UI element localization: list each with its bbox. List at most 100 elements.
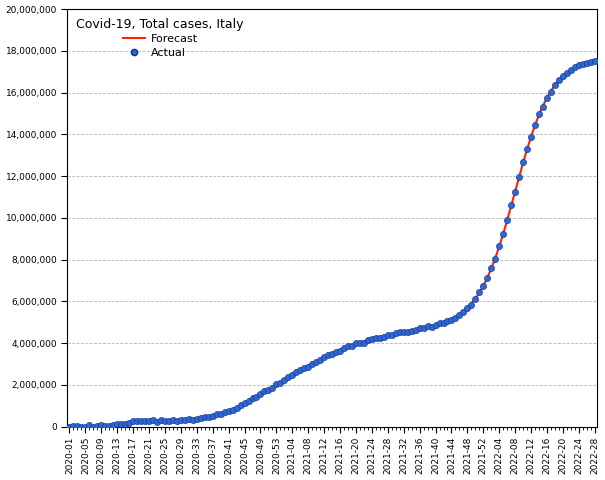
Point <box>586 58 595 66</box>
Point <box>236 401 246 409</box>
Point <box>264 386 273 394</box>
Point <box>280 376 289 384</box>
Point <box>439 319 448 327</box>
Point <box>510 188 520 195</box>
Point <box>164 417 174 425</box>
Point <box>479 282 488 290</box>
Point <box>582 59 592 67</box>
Point <box>299 364 309 372</box>
Point <box>77 423 87 431</box>
Point <box>96 421 106 429</box>
Point <box>160 418 170 425</box>
Point <box>180 416 190 424</box>
Point <box>494 242 504 250</box>
Point <box>200 413 209 420</box>
Point <box>227 406 237 414</box>
Point <box>343 343 353 350</box>
Point <box>423 323 433 330</box>
Point <box>499 230 508 238</box>
Point <box>287 371 297 379</box>
Point <box>156 417 166 424</box>
Point <box>116 420 126 428</box>
Point <box>434 320 444 327</box>
Point <box>244 397 253 405</box>
Point <box>323 351 333 359</box>
Point <box>88 423 98 431</box>
Point <box>367 336 377 343</box>
Point <box>196 414 206 422</box>
Point <box>542 95 552 102</box>
Point <box>375 334 385 342</box>
Point <box>363 336 373 344</box>
Point <box>172 417 182 425</box>
Point <box>176 416 186 424</box>
Point <box>220 408 229 416</box>
Point <box>188 417 198 424</box>
Point <box>474 288 484 296</box>
Point <box>319 353 329 361</box>
Point <box>514 173 524 180</box>
Legend: Forecast, Actual: Forecast, Actual <box>73 14 247 61</box>
Point <box>534 110 544 118</box>
Point <box>224 408 234 415</box>
Point <box>590 57 600 65</box>
Point <box>256 390 266 398</box>
Point <box>379 334 388 341</box>
Point <box>446 316 456 324</box>
Point <box>451 314 460 322</box>
Point <box>459 309 468 316</box>
Point <box>431 321 440 329</box>
Point <box>315 357 325 364</box>
Point <box>152 418 162 425</box>
Point <box>85 421 94 429</box>
Point <box>554 76 564 84</box>
Point <box>132 417 142 425</box>
Point <box>240 399 249 407</box>
Point <box>407 327 416 335</box>
Point <box>351 339 361 347</box>
Point <box>80 423 90 431</box>
Point <box>252 393 261 400</box>
Point <box>267 384 277 392</box>
Point <box>124 419 134 427</box>
Point <box>335 347 345 354</box>
Point <box>204 413 214 420</box>
Point <box>454 311 464 319</box>
Point <box>530 121 540 129</box>
Point <box>307 360 317 368</box>
Point <box>482 274 492 282</box>
Point <box>415 324 425 332</box>
Point <box>574 61 584 69</box>
Point <box>399 328 408 336</box>
Point <box>208 412 218 420</box>
Point <box>136 418 146 425</box>
Point <box>427 323 436 331</box>
Point <box>526 133 536 141</box>
Point <box>108 421 118 429</box>
Point <box>570 63 580 71</box>
Point <box>113 420 122 428</box>
Point <box>411 326 420 334</box>
Point <box>466 301 476 309</box>
Point <box>347 342 357 349</box>
Point <box>443 317 453 324</box>
Point <box>522 145 532 153</box>
Point <box>546 88 556 96</box>
Point <box>355 339 365 347</box>
Point <box>216 410 226 418</box>
Point <box>168 416 178 424</box>
Point <box>550 82 560 89</box>
Point <box>232 404 241 411</box>
Point <box>128 418 138 425</box>
Point <box>562 69 572 77</box>
Point <box>395 329 405 336</box>
Point <box>212 410 221 418</box>
Point <box>371 335 381 342</box>
Point <box>105 422 114 430</box>
Point <box>391 329 401 336</box>
Point <box>65 423 74 431</box>
Point <box>120 420 130 427</box>
Point <box>93 422 102 430</box>
Point <box>339 344 349 352</box>
Point <box>327 350 337 358</box>
